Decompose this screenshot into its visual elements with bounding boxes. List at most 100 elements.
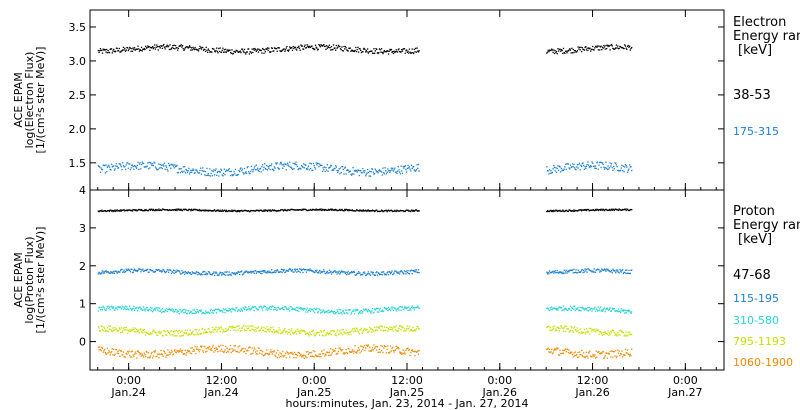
data-point — [184, 208, 187, 210]
data-point — [587, 331, 590, 333]
data-point — [193, 309, 196, 311]
data-point — [337, 209, 339, 212]
data-point — [370, 271, 372, 273]
data-point — [158, 332, 160, 334]
data-point — [620, 308, 622, 310]
data-point — [318, 209, 320, 211]
data-point — [290, 352, 292, 354]
data-point — [612, 308, 614, 310]
data-point — [558, 210, 560, 212]
data-point — [341, 329, 343, 331]
electron-data-points — [97, 43, 633, 177]
data-point — [142, 48, 144, 51]
data-point — [122, 351, 125, 353]
data-point — [238, 309, 240, 311]
data-point — [302, 166, 304, 168]
data-point — [245, 209, 247, 212]
data-point — [629, 209, 631, 211]
data-point — [117, 271, 119, 273]
data-point — [389, 171, 391, 174]
data-point — [159, 209, 161, 211]
data-point — [295, 48, 297, 50]
data-point — [301, 268, 303, 271]
xtick-date-label: Jan.26 — [574, 386, 609, 399]
data-point — [211, 326, 214, 329]
data-point — [562, 309, 564, 311]
data-point — [218, 346, 221, 348]
data-point — [244, 347, 246, 350]
data-point — [330, 311, 332, 313]
data-point — [234, 326, 236, 329]
data-point — [607, 308, 609, 310]
data-point — [149, 167, 151, 169]
data-point — [254, 169, 257, 171]
data-point — [245, 329, 248, 332]
data-point — [551, 210, 554, 212]
data-point — [293, 162, 296, 165]
data-point — [185, 168, 187, 171]
data-point — [332, 348, 334, 351]
data-point — [590, 209, 592, 211]
data-point — [220, 272, 222, 274]
data-point — [142, 268, 144, 270]
data-point — [164, 272, 166, 274]
data-point — [257, 327, 259, 329]
data-point — [120, 308, 122, 310]
data-point — [574, 329, 576, 331]
data-point — [346, 312, 349, 315]
data-point — [207, 173, 209, 175]
data-point — [575, 169, 577, 171]
data-point — [104, 209, 106, 212]
data-point — [319, 312, 322, 314]
data-point — [549, 351, 551, 354]
data-point — [170, 48, 172, 51]
data-point — [230, 52, 232, 54]
data-point — [561, 272, 563, 275]
data-point — [351, 310, 354, 312]
data-point — [567, 328, 569, 330]
data-point — [260, 270, 262, 273]
data-point — [124, 50, 127, 52]
data-point — [612, 47, 614, 50]
data-point — [344, 271, 346, 273]
data-point — [101, 271, 103, 274]
data-point — [307, 309, 310, 311]
data-point — [258, 330, 260, 332]
data-point — [325, 209, 328, 211]
data-point — [123, 49, 125, 51]
data-point — [390, 306, 392, 308]
data-point — [328, 272, 330, 274]
data-point — [211, 349, 213, 351]
data-point — [373, 274, 376, 277]
data-point — [136, 48, 138, 50]
data-point — [402, 210, 404, 212]
data-point — [385, 51, 387, 53]
data-point — [569, 269, 572, 271]
data-point — [170, 163, 173, 165]
proton-plot-frame — [89, 189, 725, 371]
data-point — [284, 331, 287, 333]
data-point — [235, 307, 237, 309]
data-point — [358, 311, 360, 314]
data-point — [369, 326, 371, 328]
data-point — [236, 174, 239, 176]
data-point — [231, 49, 233, 51]
data-point — [558, 307, 560, 309]
data-point — [282, 48, 285, 50]
data-point — [184, 332, 186, 335]
data-point — [264, 209, 267, 211]
data-point — [129, 305, 131, 307]
data-point — [172, 271, 174, 273]
data-point — [297, 46, 299, 49]
data-point — [245, 209, 248, 212]
data-point — [305, 333, 307, 335]
data-point — [319, 163, 321, 165]
data-point — [588, 307, 590, 309]
data-point — [273, 210, 275, 212]
data-point — [384, 307, 386, 309]
data-point — [188, 208, 190, 210]
data-point — [226, 347, 228, 349]
data-point — [190, 347, 192, 349]
data-point — [258, 306, 260, 308]
data-point — [254, 351, 257, 353]
